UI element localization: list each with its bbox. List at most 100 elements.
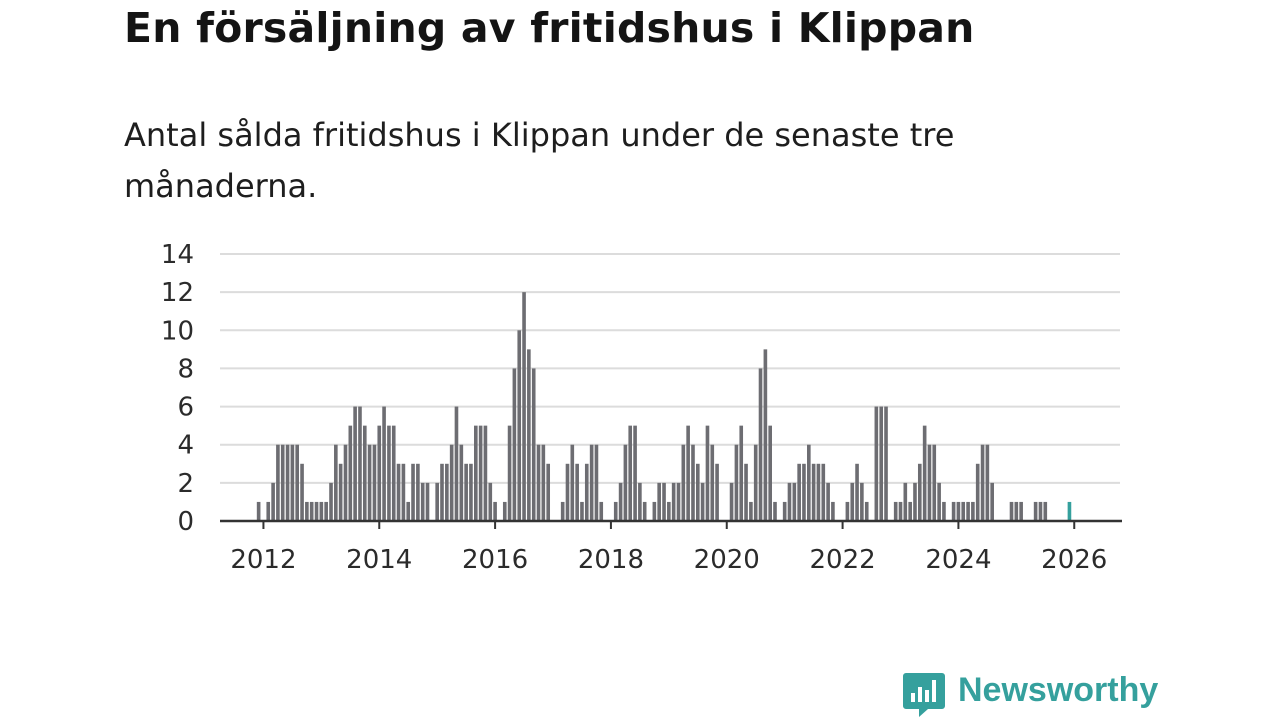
bar — [435, 482, 439, 521]
bar — [367, 444, 372, 521]
bar — [276, 444, 280, 521]
bar — [956, 501, 961, 521]
bar — [826, 482, 830, 521]
bar — [348, 425, 353, 521]
chart-title: En försäljning av fritidshus i Klippan — [124, 4, 975, 52]
annotations: 1 — [1067, 0, 1081, 6]
bar — [449, 444, 454, 521]
bar — [758, 368, 763, 521]
bar — [734, 444, 739, 521]
bar — [425, 482, 430, 521]
bar — [314, 501, 319, 521]
y-tick-label: 0 — [177, 507, 194, 537]
bar — [469, 463, 473, 521]
bar — [662, 482, 666, 521]
bar — [300, 463, 304, 521]
bar — [324, 501, 328, 521]
x-tick-label: 2012 — [230, 545, 296, 575]
bar — [445, 463, 449, 521]
bar — [541, 444, 546, 521]
bar — [980, 444, 985, 521]
y-tick-label: 4 — [177, 431, 194, 461]
bar — [860, 482, 864, 521]
bar — [1033, 501, 1038, 521]
data-label-latest: 1 — [1067, 0, 1081, 6]
bar — [753, 444, 758, 521]
bar — [464, 463, 468, 521]
bar — [628, 425, 633, 521]
bar — [493, 501, 497, 521]
bar — [362, 425, 367, 521]
bar — [589, 444, 594, 521]
bar — [792, 482, 797, 521]
bar — [507, 425, 512, 521]
bar — [372, 444, 377, 521]
bar — [618, 482, 623, 521]
bar — [266, 501, 271, 521]
bar — [700, 482, 705, 521]
bar — [985, 444, 990, 521]
bar — [527, 349, 531, 521]
bar — [406, 501, 411, 521]
bar — [391, 425, 396, 521]
bar — [903, 482, 908, 521]
bar — [937, 482, 941, 521]
bar — [681, 444, 686, 521]
bar — [309, 501, 314, 521]
bar — [816, 463, 821, 521]
bars — [256, 292, 1072, 521]
bar — [913, 482, 917, 521]
bar — [802, 463, 806, 521]
bar — [917, 463, 922, 521]
x-tick-label: 2026 — [1041, 545, 1107, 575]
bar — [971, 501, 975, 521]
x-tick-label: 2018 — [578, 545, 644, 575]
bar — [440, 463, 444, 521]
bar — [893, 501, 898, 521]
bar — [285, 444, 290, 521]
bar — [657, 482, 661, 521]
bar — [382, 406, 386, 521]
bar — [334, 444, 338, 521]
bar — [744, 463, 748, 521]
bar — [797, 463, 801, 521]
bar — [1043, 501, 1048, 521]
bar — [821, 463, 826, 521]
bar — [691, 444, 695, 521]
bar — [951, 501, 956, 521]
y-tick-label: 8 — [177, 354, 194, 384]
bar — [401, 463, 406, 521]
bar — [667, 501, 671, 521]
bar — [990, 482, 994, 521]
bar — [580, 501, 584, 521]
x-tick-label: 2014 — [346, 545, 412, 575]
y-axis-tick-labels: 0 2 4 6 8 10 12 14 — [161, 240, 194, 537]
y-tick-label: 12 — [161, 278, 194, 308]
x-tick-label: 2016 — [462, 545, 528, 575]
brand-name: Newsworthy — [958, 671, 1159, 709]
bar — [787, 482, 792, 521]
bar — [975, 463, 980, 521]
y-tick-label: 14 — [161, 240, 194, 270]
bar — [908, 501, 912, 521]
bar — [570, 444, 575, 521]
bar — [1009, 501, 1014, 521]
bar — [613, 501, 618, 521]
bar — [459, 444, 464, 521]
bar — [710, 444, 715, 521]
bar — [256, 501, 261, 521]
bar — [305, 501, 309, 521]
bar — [884, 406, 888, 521]
bar — [942, 501, 946, 521]
bar — [396, 463, 401, 521]
bar — [329, 482, 333, 521]
bar — [763, 349, 768, 521]
chart-subtitle: Antal sålda fritidshus i Klippan under d… — [124, 116, 955, 205]
bar — [338, 463, 343, 521]
bar — [358, 406, 362, 521]
bar — [864, 501, 869, 521]
bar — [961, 501, 966, 521]
bar — [773, 501, 777, 521]
bar — [922, 425, 927, 521]
